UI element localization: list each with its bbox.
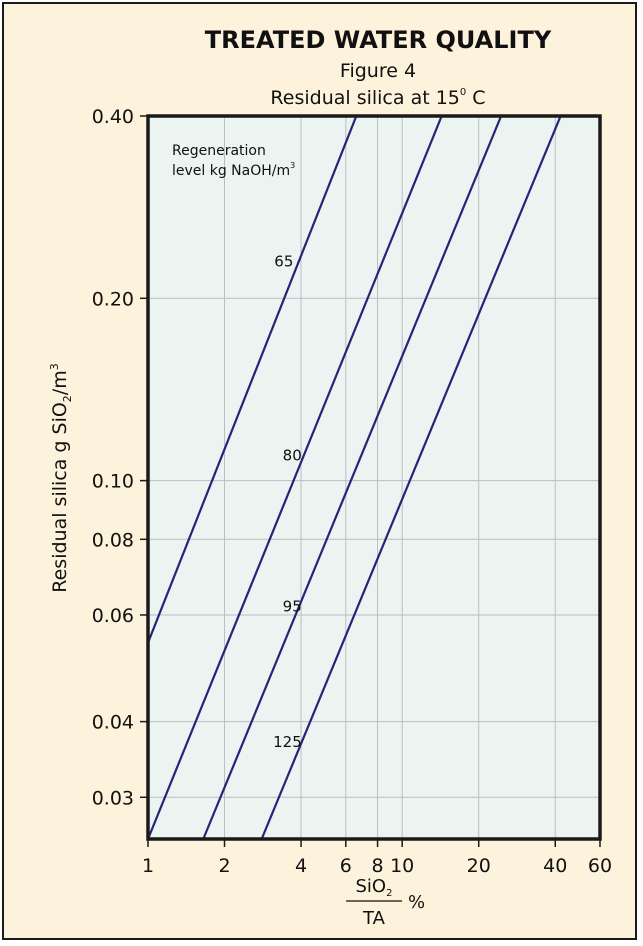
subtitle-degree: 0 xyxy=(460,87,466,98)
x-tick-label: 1 xyxy=(142,855,154,877)
y-axis-label: Residual silica g SiO2/m3 xyxy=(48,363,74,592)
x-tick-label: 6 xyxy=(340,855,352,877)
series-line-65 xyxy=(146,115,358,644)
ylabel-sup: 3 xyxy=(48,363,61,370)
series-label-125: 125 xyxy=(273,733,302,751)
annotation-sup: 3 xyxy=(290,161,295,170)
x-axis-label-denominator: TA xyxy=(362,908,386,929)
xlabel-num-sub: 2 xyxy=(386,888,392,899)
y-tick-label: 0.08 xyxy=(92,529,134,551)
x-tick-label: 10 xyxy=(390,855,414,877)
ylabel-mid: /m xyxy=(49,370,71,395)
chart-subtitle-figure: Figure 4 xyxy=(340,60,416,82)
annotation-text: level kg NaOH/m xyxy=(172,163,290,179)
x-tick-label: 40 xyxy=(543,855,567,877)
series-label-65: 65 xyxy=(274,253,293,271)
series-labels: 65 80 95 125 xyxy=(273,253,302,752)
x-tick-label: 2 xyxy=(218,855,230,877)
subtitle-text: Residual silica at 15 xyxy=(270,87,459,109)
annotation-line2: level kg NaOH/m3 xyxy=(172,161,295,179)
x-tick-label: 20 xyxy=(467,855,491,877)
x-axis-label-unit: % xyxy=(408,892,425,913)
x-axis-label-numerator: SiO2 xyxy=(356,876,393,899)
gridlines xyxy=(148,116,600,839)
axis-ticks: 1 2 4 6 8 10 20 40 60 0.40 0.20 0.10 0.08 0.06 0.04 0.0… xyxy=(92,106,612,877)
x-tick-label: 60 xyxy=(588,855,612,877)
series-label-80: 80 xyxy=(283,447,302,465)
ylabel-prefix: Residual silica g SiO xyxy=(49,402,71,593)
y-tick-label: 0.10 xyxy=(92,471,134,493)
x-tick-label: 8 xyxy=(372,855,384,877)
y-tick-label: 0.03 xyxy=(92,787,134,809)
plot-frame xyxy=(146,114,602,841)
ylabel-sub: 2 xyxy=(61,395,74,402)
y-tick-label: 0.06 xyxy=(92,605,134,627)
y-tick-label: 0.04 xyxy=(92,712,134,734)
chart-title: TREATED WATER QUALITY xyxy=(205,26,552,54)
x-tick-label: 4 xyxy=(295,855,307,877)
series-line-125 xyxy=(260,115,562,840)
chart-subtitle-temp: Residual silica at 150 C xyxy=(270,87,485,109)
series-line-80 xyxy=(146,115,443,840)
plot-area xyxy=(148,116,600,839)
series-line-95 xyxy=(202,115,503,840)
y-tick-label: 0.20 xyxy=(92,288,134,310)
annotation-line1: Regeneration xyxy=(172,143,266,159)
y-tick-label: 0.40 xyxy=(92,106,134,128)
series-lines xyxy=(146,115,562,840)
xlabel-num: SiO xyxy=(356,876,387,897)
subtitle-unit: C xyxy=(466,87,485,109)
series-label-95: 95 xyxy=(283,597,302,615)
